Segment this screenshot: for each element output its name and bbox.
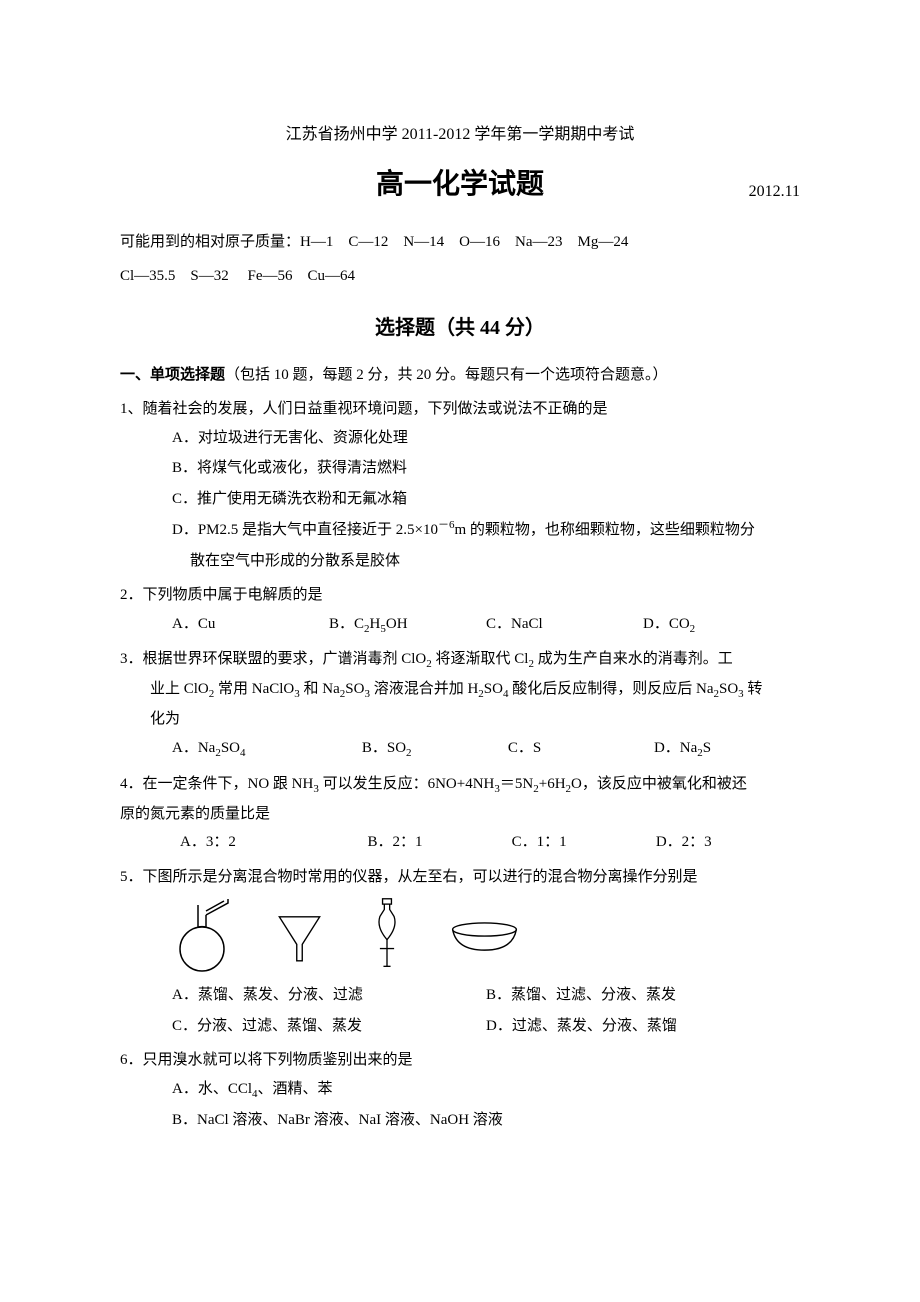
- exam-date: 2012.11: [749, 177, 800, 207]
- q4-l1a: 4．在一定条件下，NO 跟 NH: [120, 776, 313, 792]
- part-title: 一、单项选择题（包括 10 题，每题 2 分，共 20 分。每题只有一个选项符合…: [120, 361, 800, 390]
- q5-options-row1: A．蒸馏、蒸发、分液、过滤 B．蒸馏、过滤、分液、蒸发: [120, 981, 800, 1010]
- q3-a-pre: A．Na: [172, 740, 215, 756]
- q2-opt-b: B．C2H5OH: [329, 610, 486, 640]
- q6-stem: 6．只用溴水就可以将下列物质鉴别出来的是: [120, 1046, 800, 1075]
- q3-b-sub: 2: [406, 747, 412, 759]
- q1-opt-b: B．将煤气化或液化，获得清洁燃料: [120, 454, 800, 483]
- part-label: 一、单项选择题: [120, 367, 225, 383]
- q1-d-text2: m 的颗粒物，也称细颗粒物，这些细颗粒物分: [454, 522, 754, 538]
- q4-opt-d: D．2：3: [656, 828, 800, 857]
- q4-l1b: 可以发生反应：6NO+4NH: [319, 776, 495, 792]
- q2-d-pre: D．CO: [643, 616, 690, 632]
- question-4: 4．在一定条件下，NO 跟 NH3 可以发生反应：6NO+4NH3＝5N2+6H…: [120, 770, 800, 857]
- q4-l1e: O，该反应中被氧化和被还: [571, 776, 747, 792]
- distillation-flask-icon: [172, 897, 232, 977]
- title-row: 高一化学试题 2012.11: [120, 158, 800, 211]
- q4-options: A．3：2 B．2：1 C．1：1 D．2：3: [120, 828, 800, 857]
- q6-opt-b: B．NaCl 溶液、NaBr 溶液、NaI 溶液、NaOH 溶液: [120, 1106, 800, 1135]
- funnel-icon: [272, 897, 327, 977]
- q2-opt-d: D．CO2: [643, 610, 800, 640]
- q3-opt-c: C．S: [508, 734, 654, 764]
- q3-opt-b: B．SO2: [362, 734, 508, 764]
- q4-line1: 4．在一定条件下，NO 跟 NH3 可以发生反应：6NO+4NH3＝5N2+6H…: [120, 770, 800, 800]
- q3-l2f: SO: [484, 681, 503, 697]
- q4-l1d: +6H: [539, 776, 566, 792]
- q2-opt-a: A．Cu: [172, 610, 329, 640]
- q5-opt-c: C．分液、过滤、蒸馏、蒸发: [172, 1012, 486, 1041]
- q3-line2: 业上 ClO2 常用 NaClO3 和 Na2SO3 溶液混合并加 H2SO4 …: [120, 675, 800, 705]
- q3-line1: 3．根据世界环保联盟的要求，广谱消毒剂 ClO2 将逐渐取代 Cl2 成为生产自…: [120, 645, 800, 675]
- q2-d-sub: 2: [690, 623, 696, 635]
- q3-d-end: S: [703, 740, 711, 756]
- q1-opt-d-line2: 散在空气中形成的分散系是胶体: [120, 547, 800, 576]
- header-subtitle: 江苏省扬州中学 2011-2012 学年第一学期期中考试: [120, 120, 800, 150]
- q3-d-pre: D．Na: [654, 740, 697, 756]
- q3-l2d: SO: [345, 681, 364, 697]
- q3-b-pre: B．SO: [362, 740, 406, 756]
- q3-l2b: 常用 NaClO: [214, 681, 294, 697]
- evaporating-dish-icon: [447, 897, 522, 977]
- q6-opt-a: A．水、CCl4、酒精、苯: [120, 1075, 800, 1105]
- q1-opt-d-line1: D．PM2.5 是指大气中直径接近于 2.5×10－6m 的颗粒物，也称细颗粒物…: [120, 515, 800, 545]
- q2-b-mid: H: [370, 616, 381, 632]
- q6-a-end: 、酒精、苯: [258, 1081, 333, 1097]
- q3-l1a: 3．根据世界环保联盟的要求，广谱消毒剂 ClO: [120, 651, 426, 667]
- q3-a-mid: SO: [221, 740, 240, 756]
- q5-opt-b: B．蒸馏、过滤、分液、蒸发: [486, 981, 800, 1010]
- q4-line2: 原的氮元素的质量比是: [120, 800, 800, 829]
- question-2: 2．下列物质中属于电解质的是 A．Cu B．C2H5OH C．NaCl D．CO…: [120, 581, 800, 639]
- q3-l2e: 溶液混合并加 H: [370, 681, 478, 697]
- atomic-label: 可能用到的相对原子质量：: [120, 234, 300, 250]
- q3-options: A．Na2SO4 B．SO2 C．S D．Na2S: [120, 734, 800, 764]
- q3-opt-a: A．Na2SO4: [172, 734, 362, 764]
- q6-a-pre: A．水、CCl: [172, 1081, 252, 1097]
- q2-opt-c: C．NaCl: [486, 610, 643, 640]
- q1-opt-a: A．对垃圾进行无害化、资源化处理: [120, 424, 800, 453]
- q2-b-end: OH: [386, 616, 408, 632]
- q1-d-sup: －6: [438, 519, 455, 531]
- question-5: 5．下图所示是分离混合物时常用的仪器，从左至右，可以进行的混合物分离操作分别是: [120, 863, 800, 1041]
- q3-l2h: SO: [719, 681, 738, 697]
- q2-b-pre: B．C: [329, 616, 364, 632]
- q5-opt-a: A．蒸馏、蒸发、分液、过滤: [172, 981, 486, 1010]
- q5-stem: 5．下图所示是分离混合物时常用的仪器，从左至右，可以进行的混合物分离操作分别是: [120, 863, 800, 892]
- q3-a-sub2: 4: [240, 747, 246, 759]
- question-3: 3．根据世界环保联盟的要求，广谱消毒剂 ClO2 将逐渐取代 Cl2 成为生产自…: [120, 645, 800, 763]
- q3-l1b: 将逐渐取代 Cl: [432, 651, 529, 667]
- separating-funnel-icon: [367, 897, 407, 977]
- q4-opt-c: C．1：1: [512, 828, 656, 857]
- part-desc: （包括 10 题，每题 2 分，共 20 分。每题只有一个选项符合题意。）: [225, 367, 668, 383]
- q3-l2g: 酸化后反应制得，则反应后 Na: [508, 681, 713, 697]
- q3-line3: 化为: [120, 705, 800, 734]
- q3-l1c: 成为生产自来水的消毒剂。工: [534, 651, 733, 667]
- q5-options-row2: C．分液、过滤、蒸馏、蒸发 D．过滤、蒸发、分液、蒸馏: [120, 1012, 800, 1041]
- atomic-mass-line1: 可能用到的相对原子质量：H—1 C—12 N—14 O—16 Na—23 Mg—…: [120, 228, 800, 257]
- question-6: 6．只用溴水就可以将下列物质鉴别出来的是 A．水、CCl4、酒精、苯 B．NaC…: [120, 1046, 800, 1135]
- q2-options: A．Cu B．C2H5OH C．NaCl D．CO2: [120, 610, 800, 640]
- q3-l2c: 和 Na: [300, 681, 340, 697]
- question-1: 1、随着社会的发展，人们日益重视环境问题，下列做法或说法不正确的是 A．对垃圾进…: [120, 395, 800, 575]
- q1-opt-c: C．推广使用无磷洗衣粉和无氟冰箱: [120, 485, 800, 514]
- q2-stem: 2．下列物质中属于电解质的是: [120, 581, 800, 610]
- q3-l2i: 转: [744, 681, 763, 697]
- q4-opt-b: B．2：1: [367, 828, 511, 857]
- q1-stem: 1、随着社会的发展，人们日益重视环境问题，下列做法或说法不正确的是: [120, 395, 800, 424]
- q5-opt-d: D．过滤、蒸发、分液、蒸馏: [486, 1012, 800, 1041]
- q4-opt-a: A．3：2: [180, 828, 367, 857]
- section-title: 选择题（共 44 分）: [120, 309, 800, 347]
- main-title: 高一化学试题: [376, 158, 544, 211]
- atomic-values-1: H—1 C—12 N—14 O—16 Na—23 Mg—24: [300, 234, 628, 250]
- q1-d-text1: D．PM2.5 是指大气中直径接近于 2.5×10: [172, 522, 438, 538]
- atomic-mass-line2: Cl—35.5 S—32 Fe—56 Cu—64: [120, 262, 800, 291]
- apparatus-row: [120, 897, 800, 977]
- q4-l1c: ＝5N: [500, 776, 533, 792]
- q3-opt-d: D．Na2S: [654, 734, 800, 764]
- q3-l2a: 业上 ClO: [150, 681, 209, 697]
